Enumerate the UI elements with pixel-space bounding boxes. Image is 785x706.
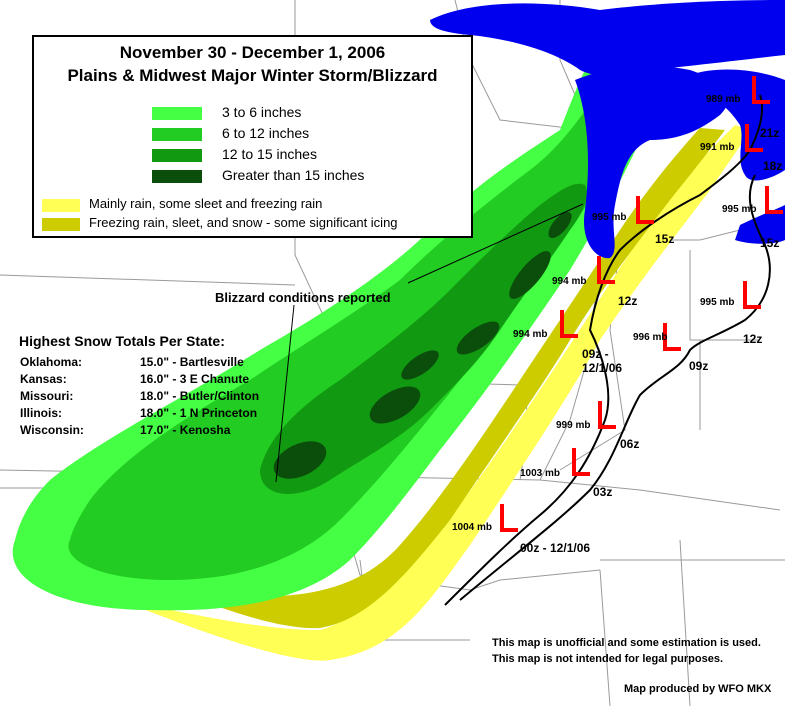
- pressure-label: 995 mb: [722, 204, 756, 215]
- legend-swatch: [42, 199, 80, 212]
- low-marker: 991 mb 18z: [700, 124, 782, 173]
- legend-box: November 30 - December 1, 2006 Plains & …: [32, 35, 473, 238]
- low-symbol-base: [636, 220, 654, 224]
- low-symbol: [598, 401, 602, 429]
- low-marker: 1003 mb 03z: [520, 448, 612, 499]
- lake-michigan: [575, 65, 729, 259]
- time-label: 12/1/06: [582, 361, 622, 375]
- low-marker: 999 mb 06z: [556, 401, 639, 451]
- pressure-label: 995 mb: [592, 212, 626, 223]
- pressure-label: 994 mb: [552, 276, 586, 287]
- low-symbol-base: [500, 528, 518, 532]
- low-symbol: [560, 310, 564, 338]
- track-secondary: [459, 174, 771, 601]
- zone-snow-6-12: [68, 40, 656, 580]
- zone-snow-12-15: [260, 183, 587, 494]
- lake-superior: [430, 0, 785, 76]
- time-label: 09z: [689, 359, 708, 373]
- legend-swatch: [152, 107, 202, 120]
- legend-title: November 30 - December 1, 2006: [119, 43, 386, 62]
- blizzard-pointers: [275, 203, 584, 483]
- map-credit: Map produced by WFO MKX: [624, 683, 772, 695]
- pressure-label: 991 mb: [700, 142, 734, 153]
- legend-swatch: [152, 170, 202, 183]
- low-symbol-base: [572, 472, 590, 476]
- low-symbol: [636, 196, 640, 224]
- legend-swatch: [152, 149, 202, 162]
- low-marker: 995 mb 15z: [592, 196, 674, 246]
- track-main: [444, 94, 763, 606]
- low-symbol: [500, 504, 504, 532]
- time-label: 15z: [760, 236, 779, 250]
- pressure-label: 1004 mb: [452, 522, 492, 533]
- low-marker: 989 mb 21z: [706, 76, 779, 140]
- low-track: [444, 94, 771, 606]
- low-symbol-base: [598, 425, 616, 429]
- low-symbol-base: [745, 148, 763, 152]
- pressure-label: 989 mb: [706, 94, 740, 105]
- pressure-label: 996 mb: [633, 332, 667, 343]
- zone-snow-over-15: [273, 211, 572, 479]
- time-label: 21z: [760, 126, 779, 140]
- legend-subtitle: Plains & Midwest Major Winter Storm/Bliz…: [67, 66, 438, 85]
- low-marker: 995 mb 15z: [722, 186, 783, 250]
- pressure-label: 994 mb: [513, 329, 547, 340]
- blizzard-annotation: Blizzard conditions reported: [215, 290, 391, 305]
- disclaimer-line-1: This map is unofficial and some estimati…: [492, 637, 761, 649]
- time-label: 06z: [620, 437, 639, 451]
- low-symbol-base: [743, 305, 761, 309]
- low-symbol-base: [663, 347, 681, 351]
- low-symbol: [752, 76, 756, 104]
- pressure-label: 999 mb: [556, 420, 590, 431]
- legend-swatch: [152, 128, 202, 141]
- low-symbol: [572, 448, 576, 476]
- time-label: 00z - 12/1/06: [520, 541, 590, 555]
- low-marker: 996 mb 09z: [633, 323, 708, 373]
- pressure-label: 995 mb: [700, 297, 734, 308]
- time-label: 12z: [618, 294, 637, 308]
- time-label: 09z -: [582, 347, 609, 361]
- low-symbol: [765, 186, 769, 214]
- low-marker: 1004 mb 00z - 12/1/06: [452, 504, 590, 555]
- time-label: 12z: [743, 332, 762, 346]
- low-symbol-base: [560, 334, 578, 338]
- low-symbol: [743, 281, 747, 309]
- lake-erie: [735, 205, 785, 244]
- low-symbol-base: [597, 280, 615, 284]
- low-marker: 994 mb 09z -12/1/06: [513, 310, 622, 375]
- disclaimer-line-2: This map is not intended for legal purpo…: [492, 653, 724, 665]
- legend-swatch: [42, 218, 80, 231]
- low-symbol: [597, 256, 601, 284]
- zone-freezing-icing: [140, 128, 725, 629]
- snow-totals-title: Highest Snow Totals Per State:: [19, 333, 225, 349]
- low-marker: 994 mb 12z: [552, 256, 637, 308]
- low-marker: 995 mb 12z: [700, 281, 762, 346]
- low-symbol-base: [752, 100, 770, 104]
- pressure-label: 1003 mb: [520, 468, 560, 479]
- low-symbol-base: [765, 210, 783, 214]
- snow-zones: [12, 15, 750, 661]
- time-label: 18z: [763, 159, 782, 173]
- time-label: 15z: [655, 232, 674, 246]
- low-symbol: [745, 124, 749, 152]
- time-label: 03z: [593, 485, 612, 499]
- low-symbol: [663, 323, 667, 351]
